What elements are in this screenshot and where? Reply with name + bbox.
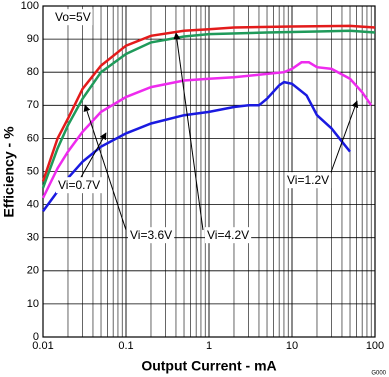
x-tick-label: 100 [366,340,384,352]
y-tick-label: 100 [21,0,39,12]
series-line [41,29,376,189]
legend-label: Vi=1.2V [287,173,329,187]
y-tick-label: 20 [27,265,39,277]
callout-arrow [83,104,127,231]
x-tick-label: 0.1 [118,340,133,352]
legend-label: Vi=4.2V [207,228,249,242]
series-line [41,80,351,212]
callout-bg [285,172,332,189]
y-axis-title: Efficiency - % [1,126,17,218]
y-tick-label: 90 [27,33,39,45]
callout-bg [128,227,175,244]
callout-bg [205,227,252,244]
callout-arrow [79,132,107,180]
y-tick-label: 50 [27,165,39,177]
y-tick-label: 10 [27,298,39,310]
footnote: G000 [371,371,386,377]
x-tick-label: 10 [286,340,298,352]
annotation: Vo=5V [55,10,91,24]
y-tick-label: 60 [27,132,39,144]
plot-frame [42,5,376,338]
callout-arrow [329,100,359,176]
callout-arrow [173,32,204,231]
callout-bg [56,177,103,194]
y-tick-label: 80 [27,66,39,78]
y-tick-label: 30 [27,232,39,244]
x-tick-label: 0.01 [32,340,53,352]
legend-label: Vi=0.7V [58,178,100,192]
x-axis-title: Output Current - mA [141,358,276,374]
series-line [41,24,376,182]
series-line [41,61,373,199]
y-tick-label: 0 [33,331,39,343]
y-tick-label: 70 [27,99,39,111]
annotation-bg [53,9,93,26]
legend-label: Vi=3.6V [130,228,172,242]
x-tick-label: 1 [206,340,212,352]
y-tick-label: 40 [27,199,39,211]
